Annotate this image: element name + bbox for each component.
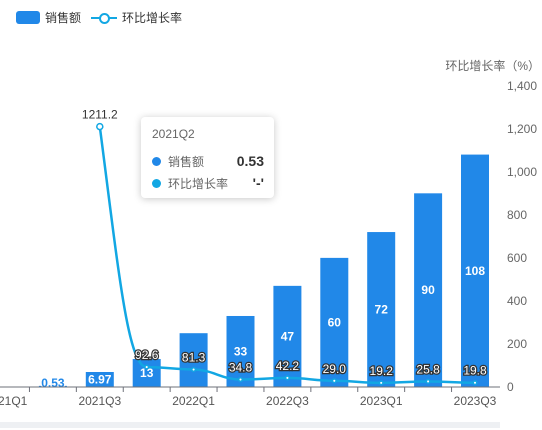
line-point-2021Q4[interactable]: [144, 364, 150, 370]
y2-tick-label: 1,400: [507, 79, 537, 93]
bar-label: 72: [375, 303, 389, 317]
line-point-group: [96, 122, 478, 386]
bar-2021Q4[interactable]: [132, 359, 161, 387]
bar-label: 0.53: [41, 376, 65, 390]
horizontal-scrollbar[interactable]: [0, 422, 500, 428]
bar-2022Q2[interactable]: [226, 315, 255, 387]
line-point-2023Q3[interactable]: [472, 380, 478, 386]
y2-tick-label: 1,000: [507, 165, 537, 179]
line-label: 25.8: [416, 362, 440, 376]
y2-tick-label: 600: [507, 251, 527, 265]
line-label: 92.6: [135, 348, 159, 362]
bar-label: 33: [234, 344, 248, 358]
bar-2022Q4[interactable]: [320, 257, 349, 387]
y2-tick-label: 800: [507, 208, 527, 222]
bar-2023Q2[interactable]: [414, 193, 443, 387]
line-point-2021Q3[interactable]: [96, 122, 104, 131]
x-tick-label: 2021Q3: [78, 394, 121, 408]
bar-label: 90: [421, 283, 435, 297]
x-tick-label: 2023Q1: [360, 394, 403, 408]
line-label: 34.8: [229, 361, 253, 375]
line-label-group: 1211.2 92.6 81.3 34.8 42.2 29.0 19.2 25.8 19.8: [82, 108, 488, 380]
tooltip-row-sales: 销售额 0.53: [152, 150, 264, 172]
tooltip-sales-value: 0.53: [236, 153, 264, 169]
bar-2023Q3[interactable]: [461, 154, 489, 387]
legend-item-sales[interactable]: 销售额: [16, 9, 81, 26]
legend: 销售额 环比增长率: [16, 9, 182, 26]
tooltip-sales-label: 销售额: [168, 154, 205, 169]
x-tick-label: 2021Q1: [0, 394, 28, 408]
bar-label: 47: [281, 329, 295, 343]
bar-label: 108: [465, 264, 485, 278]
growth-rate-line: [98, 126, 476, 385]
y2-axis-title: 环比增长率（%）: [445, 58, 540, 73]
line-label: 29.0: [323, 362, 347, 376]
line-point-2022Q4[interactable]: [331, 378, 337, 384]
line-label: 42.2: [276, 359, 300, 373]
bar-2023Q1[interactable]: [367, 232, 396, 387]
bar-series: [0, 154, 489, 387]
line-label: 81.3: [182, 351, 206, 365]
tooltip-sales-dot: [152, 156, 161, 166]
y2-tick-label: 0: [507, 380, 514, 394]
bar-label: 6.97: [88, 373, 112, 387]
bar-label: 60: [328, 315, 342, 329]
bar-2022Q1[interactable]: [179, 333, 208, 387]
bar-2021Q3[interactable]: [85, 372, 114, 387]
line-point-2023Q2[interactable]: [425, 378, 431, 385]
legend-item-growth[interactable]: 环比增长率: [91, 9, 182, 26]
line-label: 19.8: [463, 364, 487, 378]
tooltip-growth-label: 环比增长率: [168, 176, 229, 191]
tooltip-growth-dot: [152, 178, 161, 188]
tooltip-title: 2021Q2: [152, 127, 195, 141]
tooltip-growth-value: '-': [252, 175, 264, 191]
y2-tick-label: 200: [507, 337, 527, 351]
line-point-2022Q3[interactable]: [284, 375, 290, 381]
legend-sales-label: 销售额: [45, 11, 82, 25]
line-label: 19.2: [370, 364, 394, 378]
line-point-2023Q1[interactable]: [378, 380, 384, 386]
x-tick-label: 2023Q3: [454, 394, 497, 408]
x-tick-label: 2022Q3: [266, 394, 309, 408]
tooltip: 2021Q2 销售额 0.53 环比增长率 '-': [141, 117, 274, 198]
bar-2022Q3[interactable]: [273, 285, 302, 387]
legend-bar-swatch: [16, 11, 40, 24]
y2-tick-label: 1,200: [507, 122, 537, 136]
bar-2021Q2[interactable]: [38, 385, 67, 387]
legend-line-swatch: [91, 11, 118, 24]
line-point-2022Q1[interactable]: [191, 366, 197, 373]
bar-label: 13: [140, 366, 154, 380]
line-point-2022Q2[interactable]: [237, 376, 244, 383]
line-label: 1211.2: [82, 108, 118, 122]
x-tick-group: 2021Q1 2021Q3 2022Q1 2022Q3 2023Q1 2023Q3: [0, 387, 497, 408]
legend-growth-label: 环比增长率: [122, 11, 183, 25]
x-tick-label: 2022Q1: [172, 394, 215, 408]
y2-tick-label: 400: [507, 294, 527, 308]
y2-tick-group: 0 200 400 600 800 1,000 1,200 1,400: [507, 79, 537, 394]
tooltip-row-growth: 环比增长率 '-': [152, 172, 264, 194]
